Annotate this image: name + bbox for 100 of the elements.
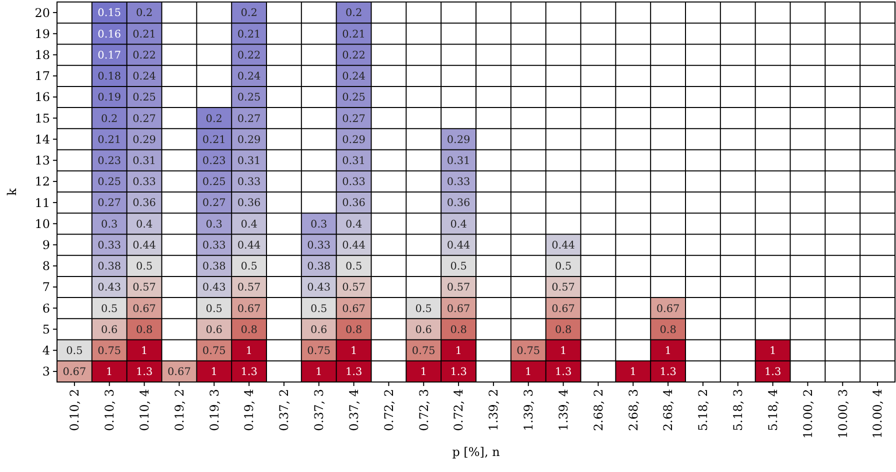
data-label: 0.25 <box>132 92 156 104</box>
y-tick-label: 14 <box>34 132 50 146</box>
data-label: 0.5 <box>101 302 118 315</box>
data-label: 1 <box>140 345 148 358</box>
y-tick-label: 16 <box>34 90 50 104</box>
data-label: 0.44 <box>342 239 366 252</box>
data-label: 0.21 <box>98 134 122 146</box>
data-label: 0.44 <box>552 239 576 252</box>
data-label: 0.29 <box>237 134 261 146</box>
data-label: 0.67 <box>446 302 470 315</box>
x-tick-label: 0.19, 2 <box>172 389 186 431</box>
data-label: 0.6 <box>415 324 432 336</box>
data-label: 1 <box>106 366 113 378</box>
data-label: 0.57 <box>552 282 575 294</box>
data-label: 0.57 <box>342 282 366 294</box>
x-tick-label: 10.00, 4 <box>870 388 885 439</box>
data-label: 0.23 <box>98 155 122 168</box>
x-tick-label: 0.72, 3 <box>416 389 431 431</box>
x-tick-label: 0.72, 2 <box>382 389 396 431</box>
data-label: 0.27 <box>98 197 122 210</box>
y-tick-label: 3 <box>42 364 50 379</box>
data-label: 0.29 <box>342 134 366 146</box>
data-label: 0.5 <box>554 260 572 273</box>
y-tick-label: 18 <box>34 48 50 62</box>
data-label: 0.44 <box>237 239 262 252</box>
data-label: 0.5 <box>415 302 432 315</box>
data-label: 0.3 <box>206 218 222 230</box>
data-label: 0.24 <box>342 70 366 83</box>
data-label: 1.3 <box>764 366 782 378</box>
y-tick-label: 9 <box>42 238 50 252</box>
data-label: 0.25 <box>202 176 226 188</box>
data-label: 0.33 <box>202 239 226 252</box>
data-label: 0.19 <box>98 92 122 104</box>
data-label: 1 <box>420 366 427 378</box>
y-tick-label: 17 <box>34 69 50 84</box>
data-label: 1 <box>560 345 567 358</box>
y-tick-label: 13 <box>34 154 50 168</box>
data-label: 1 <box>210 366 218 378</box>
data-label: 0.24 <box>132 70 156 83</box>
data-label: 0.5 <box>240 260 258 273</box>
data-label: 0.16 <box>98 28 122 40</box>
data-label: 0.43 <box>307 282 331 294</box>
data-label: 0.21 <box>202 134 226 146</box>
data-label: 0.75 <box>202 345 226 358</box>
data-label: 0.8 <box>554 324 572 336</box>
data-label: 1.3 <box>660 366 676 378</box>
x-tick-label: 0.37, 4 <box>346 388 361 431</box>
data-label: 0.22 <box>342 49 366 62</box>
data-label: 0.75 <box>98 345 122 358</box>
x-tick-label: 0.10, 2 <box>68 389 82 431</box>
data-label: 0.5 <box>136 260 153 273</box>
data-label: 1 <box>664 345 672 358</box>
data-label: 0.75 <box>307 345 331 358</box>
data-label: 0.36 <box>446 197 471 210</box>
data-label: 0.25 <box>342 92 366 104</box>
x-tick-label: 2.68, 4 <box>661 388 676 431</box>
data-label: 0.57 <box>237 282 261 294</box>
data-label: 0.21 <box>132 28 156 40</box>
y-tick-label: 19 <box>34 26 50 41</box>
x-tick-label: 0.19, 4 <box>242 388 256 431</box>
x-tick-label: 1.39, 2 <box>486 389 501 431</box>
data-label: 0.27 <box>132 112 156 125</box>
data-label: 0.33 <box>237 176 261 188</box>
data-label: 0.21 <box>237 28 261 40</box>
data-label: 0.15 <box>98 7 122 20</box>
data-label: 0.31 <box>446 155 470 168</box>
data-label: 1 <box>630 366 636 378</box>
x-tick-label: 5.18, 2 <box>696 389 710 431</box>
data-label: 0.5 <box>310 302 328 315</box>
data-label: 0.67 <box>62 366 86 378</box>
x-tick-label: 10.00, 2 <box>800 389 815 439</box>
data-label: 1 <box>246 345 252 358</box>
data-label: 0.67 <box>342 302 366 315</box>
x-tick-label: 10.00, 3 <box>836 389 850 439</box>
x-tick-label: 5.18, 3 <box>731 389 746 431</box>
data-label: 0.22 <box>237 49 261 62</box>
x-tick-label: 0.37, 2 <box>277 389 292 431</box>
data-label: 0.36 <box>132 197 156 210</box>
x-tick-label: 1.39, 4 <box>556 388 570 431</box>
data-label: 0.75 <box>412 345 436 358</box>
data-label: 0.8 <box>240 324 258 336</box>
data-label: 0.27 <box>342 112 366 125</box>
data-label: 0.57 <box>132 282 156 294</box>
data-label: 0.31 <box>237 155 261 168</box>
data-label: 0.67 <box>132 302 156 315</box>
data-label: 0.3 <box>310 218 328 230</box>
data-label: 0.5 <box>345 260 362 273</box>
data-label: 0.2 <box>136 7 153 20</box>
data-label: 0.43 <box>202 282 226 294</box>
data-label: 0.67 <box>168 366 191 378</box>
y-tick-label: 5 <box>42 322 50 336</box>
data-label: 0.67 <box>552 302 575 315</box>
data-label: 0.17 <box>98 49 122 62</box>
data-label: 0.31 <box>132 155 156 168</box>
y-tick-label: 6 <box>42 301 50 316</box>
y-tick-label: 7 <box>42 280 50 294</box>
data-label: 0.38 <box>98 260 122 273</box>
data-label: 0.6 <box>206 324 223 336</box>
data-label: 0.27 <box>237 112 261 125</box>
data-label: 0.8 <box>345 324 362 336</box>
